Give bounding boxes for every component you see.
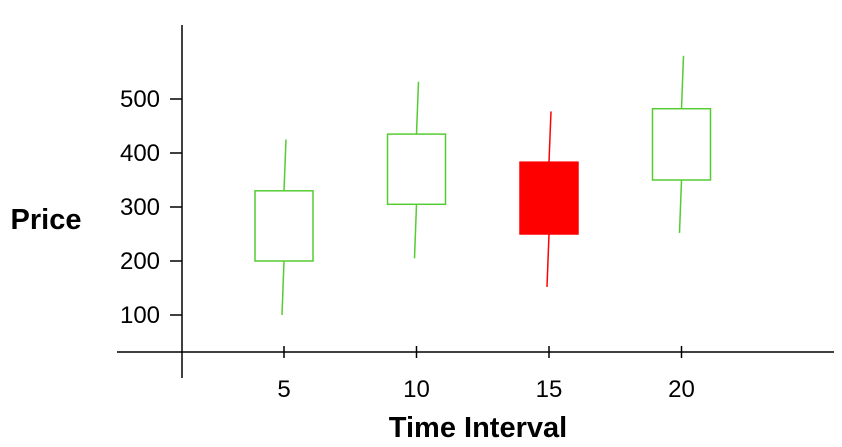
candles-group	[254, 55, 712, 316]
candle-lower-wick	[281, 260, 285, 316]
y-tick-label: 400	[120, 140, 160, 167]
candle-upper-wick	[680, 55, 685, 109]
x-tick-label: 15	[536, 376, 563, 403]
candle	[519, 111, 579, 287]
candle-upper-wick	[283, 139, 287, 191]
candle	[254, 139, 314, 316]
candle-body	[519, 161, 579, 235]
candle-body	[386, 133, 447, 206]
y-tick-label: 100	[120, 302, 160, 329]
candle-body	[254, 190, 314, 262]
candle-upper-wick	[548, 111, 552, 163]
x-axis-title: Time Interval	[389, 412, 567, 444]
candle-body	[651, 107, 712, 181]
x-tick-label: 5	[277, 376, 290, 403]
y-tick-label: 500	[120, 86, 160, 113]
candle	[651, 55, 712, 233]
y-tick-label: 200	[120, 248, 160, 275]
y-axis-title: Price	[11, 204, 82, 236]
y-tick-label: 300	[120, 194, 160, 221]
candle-lower-wick	[678, 179, 683, 233]
candle-lower-wick	[546, 233, 550, 287]
candle-upper-wick	[415, 81, 420, 135]
y-axis-ticks: 100 200 300 400 500	[120, 86, 182, 329]
candle	[386, 81, 447, 259]
candle-lower-wick	[413, 204, 418, 259]
x-axis-ticks: 5 10 15 20	[277, 346, 695, 403]
x-tick-label: 20	[668, 376, 695, 403]
x-tick-label: 10	[403, 376, 430, 403]
